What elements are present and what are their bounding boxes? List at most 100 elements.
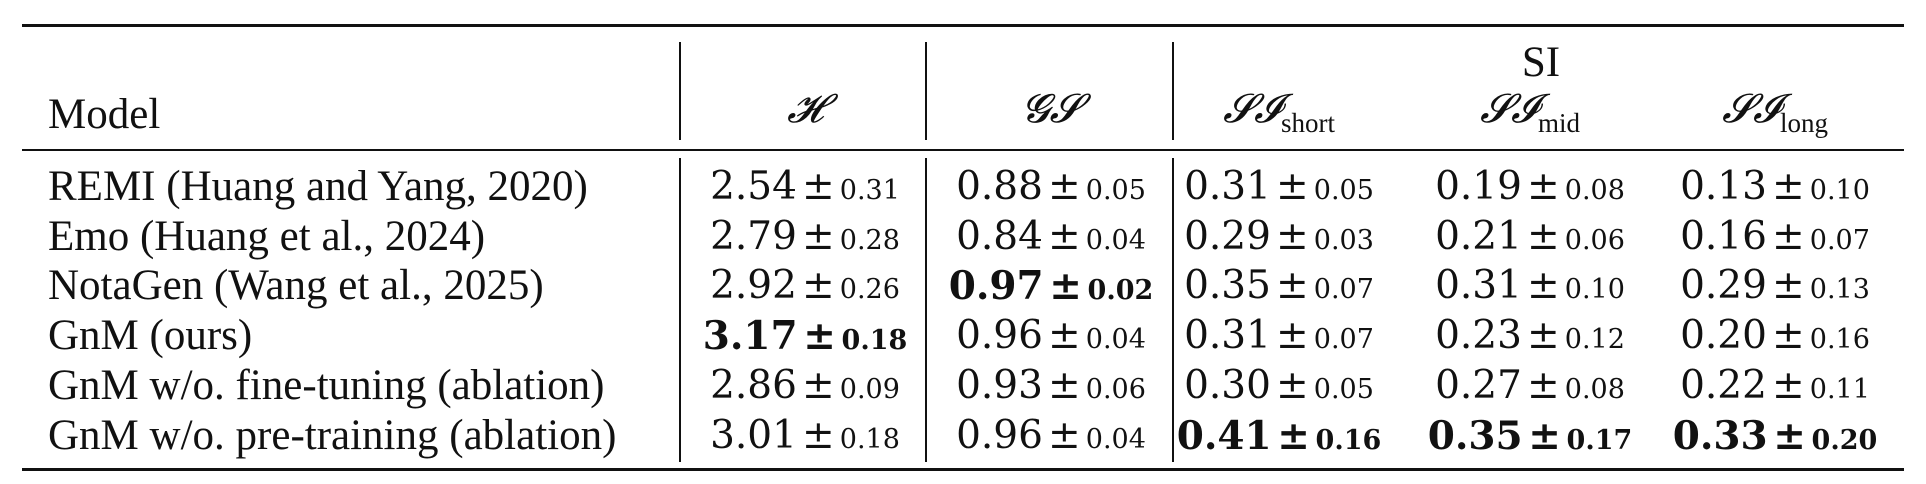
metric-cell: 0.27 ± 0.08 xyxy=(1435,363,1625,408)
metric-cell: 0.41 ± 0.16 xyxy=(1177,413,1382,459)
plus-minus-sign: ± xyxy=(1527,363,1560,408)
metric-cell: 2.54 ± 0.31 xyxy=(710,164,900,209)
mean-value: 0.41 xyxy=(1176,413,1272,459)
std-value: 0.11 xyxy=(1809,374,1870,405)
column-divider xyxy=(679,42,681,140)
plus-minus-sign: ± xyxy=(1772,164,1805,209)
metric-cell: 0.31 ± 0.05 xyxy=(1184,164,1374,209)
metric-cell: 0.16 ± 0.07 xyxy=(1680,214,1870,259)
mean-value: 0.84 xyxy=(956,214,1043,259)
std-value: 0.04 xyxy=(1085,225,1146,256)
plus-minus-sign: ± xyxy=(1772,313,1805,358)
metric-cell: 0.30 ± 0.05 xyxy=(1184,363,1374,408)
metric-cell: 3.17 ± 0.18 xyxy=(703,313,908,359)
mean-value: 0.35 xyxy=(1427,413,1523,459)
plus-minus-sign: ± xyxy=(1277,413,1310,459)
std-value: 0.04 xyxy=(1085,324,1146,355)
plus-minus-sign: ± xyxy=(1527,263,1560,308)
std-value: 0.05 xyxy=(1313,374,1374,405)
mean-value: 3.17 xyxy=(702,313,798,359)
metric-cell: 0.88 ± 0.05 xyxy=(956,164,1146,209)
metric-cell: 0.35 ± 0.07 xyxy=(1184,263,1374,308)
column-divider xyxy=(1172,42,1174,140)
plus-minus-sign: ± xyxy=(1527,313,1560,358)
std-value: 0.18 xyxy=(841,325,908,356)
metric-cell: 0.31 ± 0.07 xyxy=(1184,313,1374,358)
plus-minus-sign: ± xyxy=(1276,313,1309,358)
mean-value: 0.19 xyxy=(1435,164,1522,209)
metric-cell: 2.92 ± 0.26 xyxy=(710,263,900,308)
mean-value: 0.96 xyxy=(956,413,1043,458)
plus-minus-sign: ± xyxy=(1049,263,1082,309)
mean-value: 2.54 xyxy=(710,164,797,209)
plus-minus-sign: ± xyxy=(1276,214,1309,259)
mean-value: 0.96 xyxy=(956,313,1043,358)
std-value: 0.06 xyxy=(1564,225,1625,256)
std-value: 0.07 xyxy=(1313,274,1374,305)
std-value: 0.09 xyxy=(839,374,900,405)
header-si-short: 𝓢𝓘short xyxy=(1223,86,1335,138)
metric-cell: 0.29 ± 0.03 xyxy=(1184,214,1374,259)
plus-minus-sign: ± xyxy=(1048,363,1081,408)
mean-value: 0.97 xyxy=(948,263,1044,309)
std-value: 0.05 xyxy=(1085,175,1146,206)
column-divider xyxy=(925,158,927,462)
mean-value: 0.35 xyxy=(1184,263,1271,308)
plus-minus-sign: ± xyxy=(803,313,836,359)
mean-value: 0.31 xyxy=(1184,164,1271,209)
metric-cell: 0.33 ± 0.20 xyxy=(1673,413,1878,459)
plus-minus-sign: ± xyxy=(802,363,835,408)
mean-value: 0.30 xyxy=(1184,363,1271,408)
metric-cell: 0.96 ± 0.04 xyxy=(956,413,1146,458)
plus-minus-sign: ± xyxy=(1048,164,1081,209)
plus-minus-sign: ± xyxy=(1528,413,1561,459)
plus-minus-sign: ± xyxy=(1772,263,1805,308)
metric-cell: 0.19 ± 0.08 xyxy=(1435,164,1625,209)
mean-value: 0.23 xyxy=(1435,313,1522,358)
column-divider xyxy=(679,158,681,462)
mean-value: 0.13 xyxy=(1680,164,1767,209)
plus-minus-sign: ± xyxy=(1048,313,1081,358)
std-value: 0.16 xyxy=(1809,324,1870,355)
metric-cell: 0.29 ± 0.13 xyxy=(1680,263,1870,308)
plus-minus-sign: ± xyxy=(1276,263,1309,308)
plus-minus-sign: ± xyxy=(802,263,835,308)
mean-value: 0.93 xyxy=(956,363,1043,408)
row-model-label: GnM (ours) xyxy=(48,312,253,359)
mean-value: 0.88 xyxy=(956,164,1043,209)
std-value: 0.13 xyxy=(1809,274,1870,305)
row-model-label: GnM w/o. pre-training (ablation) xyxy=(48,412,617,459)
row-model-label: NotaGen (Wang et al., 2025) xyxy=(48,262,544,309)
plus-minus-sign: ± xyxy=(1276,363,1309,408)
std-value: 0.17 xyxy=(1566,425,1633,456)
std-value: 0.08 xyxy=(1564,175,1625,206)
plus-minus-sign: ± xyxy=(1527,214,1560,259)
column-divider xyxy=(925,42,927,140)
top-rule xyxy=(22,24,1904,27)
std-value: 0.20 xyxy=(1811,425,1878,456)
metric-cell: 0.23 ± 0.12 xyxy=(1435,313,1625,358)
std-value: 0.10 xyxy=(1809,175,1870,206)
plus-minus-sign: ± xyxy=(1048,413,1081,458)
metric-cell: 0.31 ± 0.10 xyxy=(1435,263,1625,308)
std-value: 0.07 xyxy=(1313,324,1374,355)
std-value: 0.04 xyxy=(1085,424,1146,455)
plus-minus-sign: ± xyxy=(802,413,835,458)
metric-cell: 0.20 ± 0.16 xyxy=(1680,313,1870,358)
metric-cell: 0.21 ± 0.06 xyxy=(1435,214,1625,259)
std-value: 0.07 xyxy=(1809,225,1870,256)
header-si-mid: 𝓢𝓘mid xyxy=(1479,86,1581,138)
plus-minus-sign: ± xyxy=(1276,164,1309,209)
mean-value: 0.16 xyxy=(1680,214,1767,259)
header-model: Model xyxy=(48,91,161,138)
std-value: 0.02 xyxy=(1087,275,1154,306)
mean-value: 0.31 xyxy=(1184,313,1271,358)
plus-minus-sign: ± xyxy=(1773,413,1806,459)
header-si-group: SI xyxy=(1521,39,1561,86)
metric-cell: 0.96 ± 0.04 xyxy=(956,313,1146,358)
metric-cell: 0.93 ± 0.06 xyxy=(956,363,1146,408)
metric-cell: 0.97 ± 0.02 xyxy=(949,263,1154,309)
mean-value: 2.79 xyxy=(710,214,797,259)
mean-value: 0.29 xyxy=(1184,214,1271,259)
std-value: 0.03 xyxy=(1313,225,1374,256)
